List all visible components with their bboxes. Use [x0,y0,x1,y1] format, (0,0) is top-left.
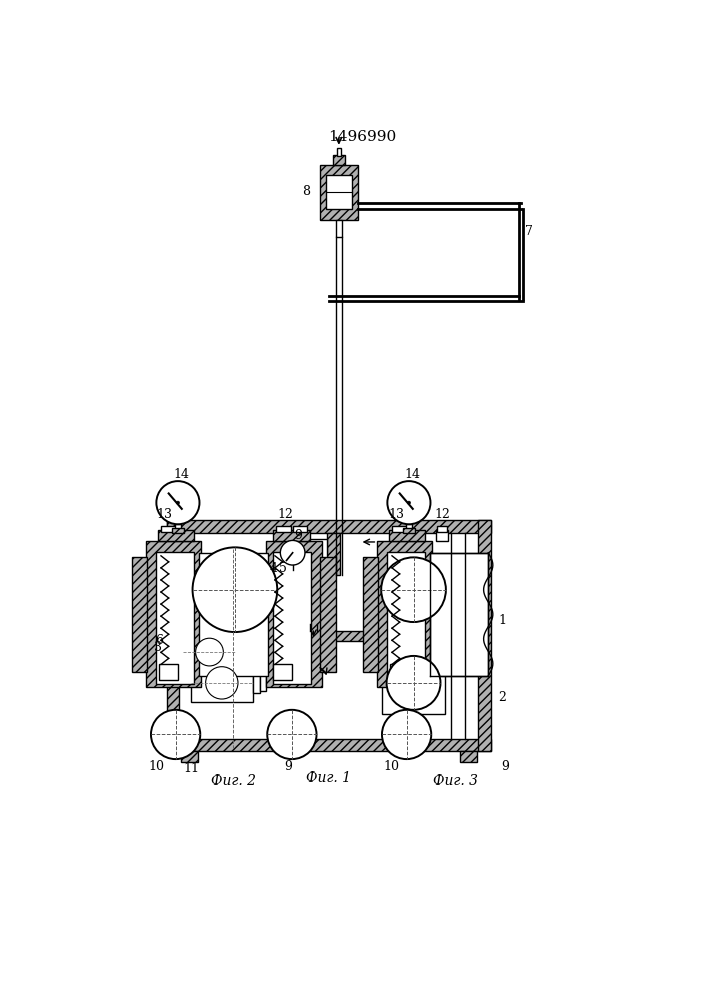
Bar [333,155,345,165]
Bar [160,664,178,680]
Bar [260,674,267,691]
Bar [252,673,260,693]
Bar [387,552,425,684]
Bar [293,526,308,532]
Bar [167,520,491,533]
Bar [363,557,378,672]
Bar [431,553,489,676]
Circle shape [381,557,446,622]
Bar [382,652,445,714]
Bar [286,533,300,575]
Text: 13: 13 [156,508,172,521]
Bar [438,526,447,532]
Bar [158,530,194,541]
Bar [276,526,291,532]
Bar [436,530,448,541]
Circle shape [267,710,317,759]
Bar [478,520,491,751]
Bar [191,664,252,702]
Text: 12: 12 [277,508,293,521]
Text: 10: 10 [383,760,399,773]
Bar [267,541,322,687]
Circle shape [382,710,431,759]
Text: 5: 5 [279,562,286,575]
Text: 13: 13 [389,508,404,521]
Text: 9: 9 [501,760,509,773]
Bar [274,530,310,541]
Text: 11: 11 [183,762,199,775]
Bar [327,533,340,575]
Bar [389,530,425,541]
Circle shape [387,656,440,710]
Bar [167,520,180,751]
Bar [243,647,250,657]
Bar [460,751,477,762]
Text: 12: 12 [434,508,450,521]
Text: 3: 3 [154,641,162,654]
Text: 9: 9 [294,529,302,542]
Bar [175,524,181,530]
Bar [181,751,198,762]
Bar [274,664,292,680]
Bar [132,557,147,672]
Bar [300,590,327,597]
Bar [274,552,311,684]
Bar [167,739,491,751]
Circle shape [196,638,223,666]
Text: 8: 8 [302,185,310,198]
Text: 7: 7 [525,225,533,238]
Bar [406,524,412,530]
Bar [326,175,352,209]
Bar [183,636,235,668]
Bar [320,165,358,220]
Circle shape [192,547,277,632]
Bar [308,597,319,612]
Bar [320,557,336,672]
Text: 6: 6 [156,634,163,647]
Bar [390,664,409,680]
Text: 10: 10 [148,760,164,773]
Bar [199,553,268,676]
Bar [161,526,175,532]
Bar [156,552,194,684]
Text: 2: 2 [498,691,506,704]
Text: Фиг. 2: Фиг. 2 [211,774,256,788]
Bar [403,528,415,533]
Bar [300,539,327,569]
Circle shape [176,501,180,504]
Bar [300,584,327,592]
Bar [392,526,407,532]
Text: Фиг. 3: Фиг. 3 [433,774,478,788]
Bar [377,541,432,687]
Text: 4: 4 [269,562,277,575]
Bar [180,631,478,641]
Text: 1496990: 1496990 [328,130,396,144]
Text: 14: 14 [174,468,189,481]
Circle shape [156,481,199,524]
Circle shape [206,667,238,699]
Circle shape [387,481,431,524]
Bar [172,528,184,533]
Bar [337,148,341,156]
Text: 1: 1 [498,614,506,627]
Bar [305,575,322,587]
Bar [336,220,342,237]
Bar [235,645,243,659]
Text: 14: 14 [405,468,421,481]
Text: 9: 9 [284,760,292,773]
Bar [146,541,201,687]
Circle shape [281,540,305,565]
Circle shape [151,710,200,759]
Circle shape [407,501,411,504]
Text: Фиг. 1: Фиг. 1 [306,771,351,785]
